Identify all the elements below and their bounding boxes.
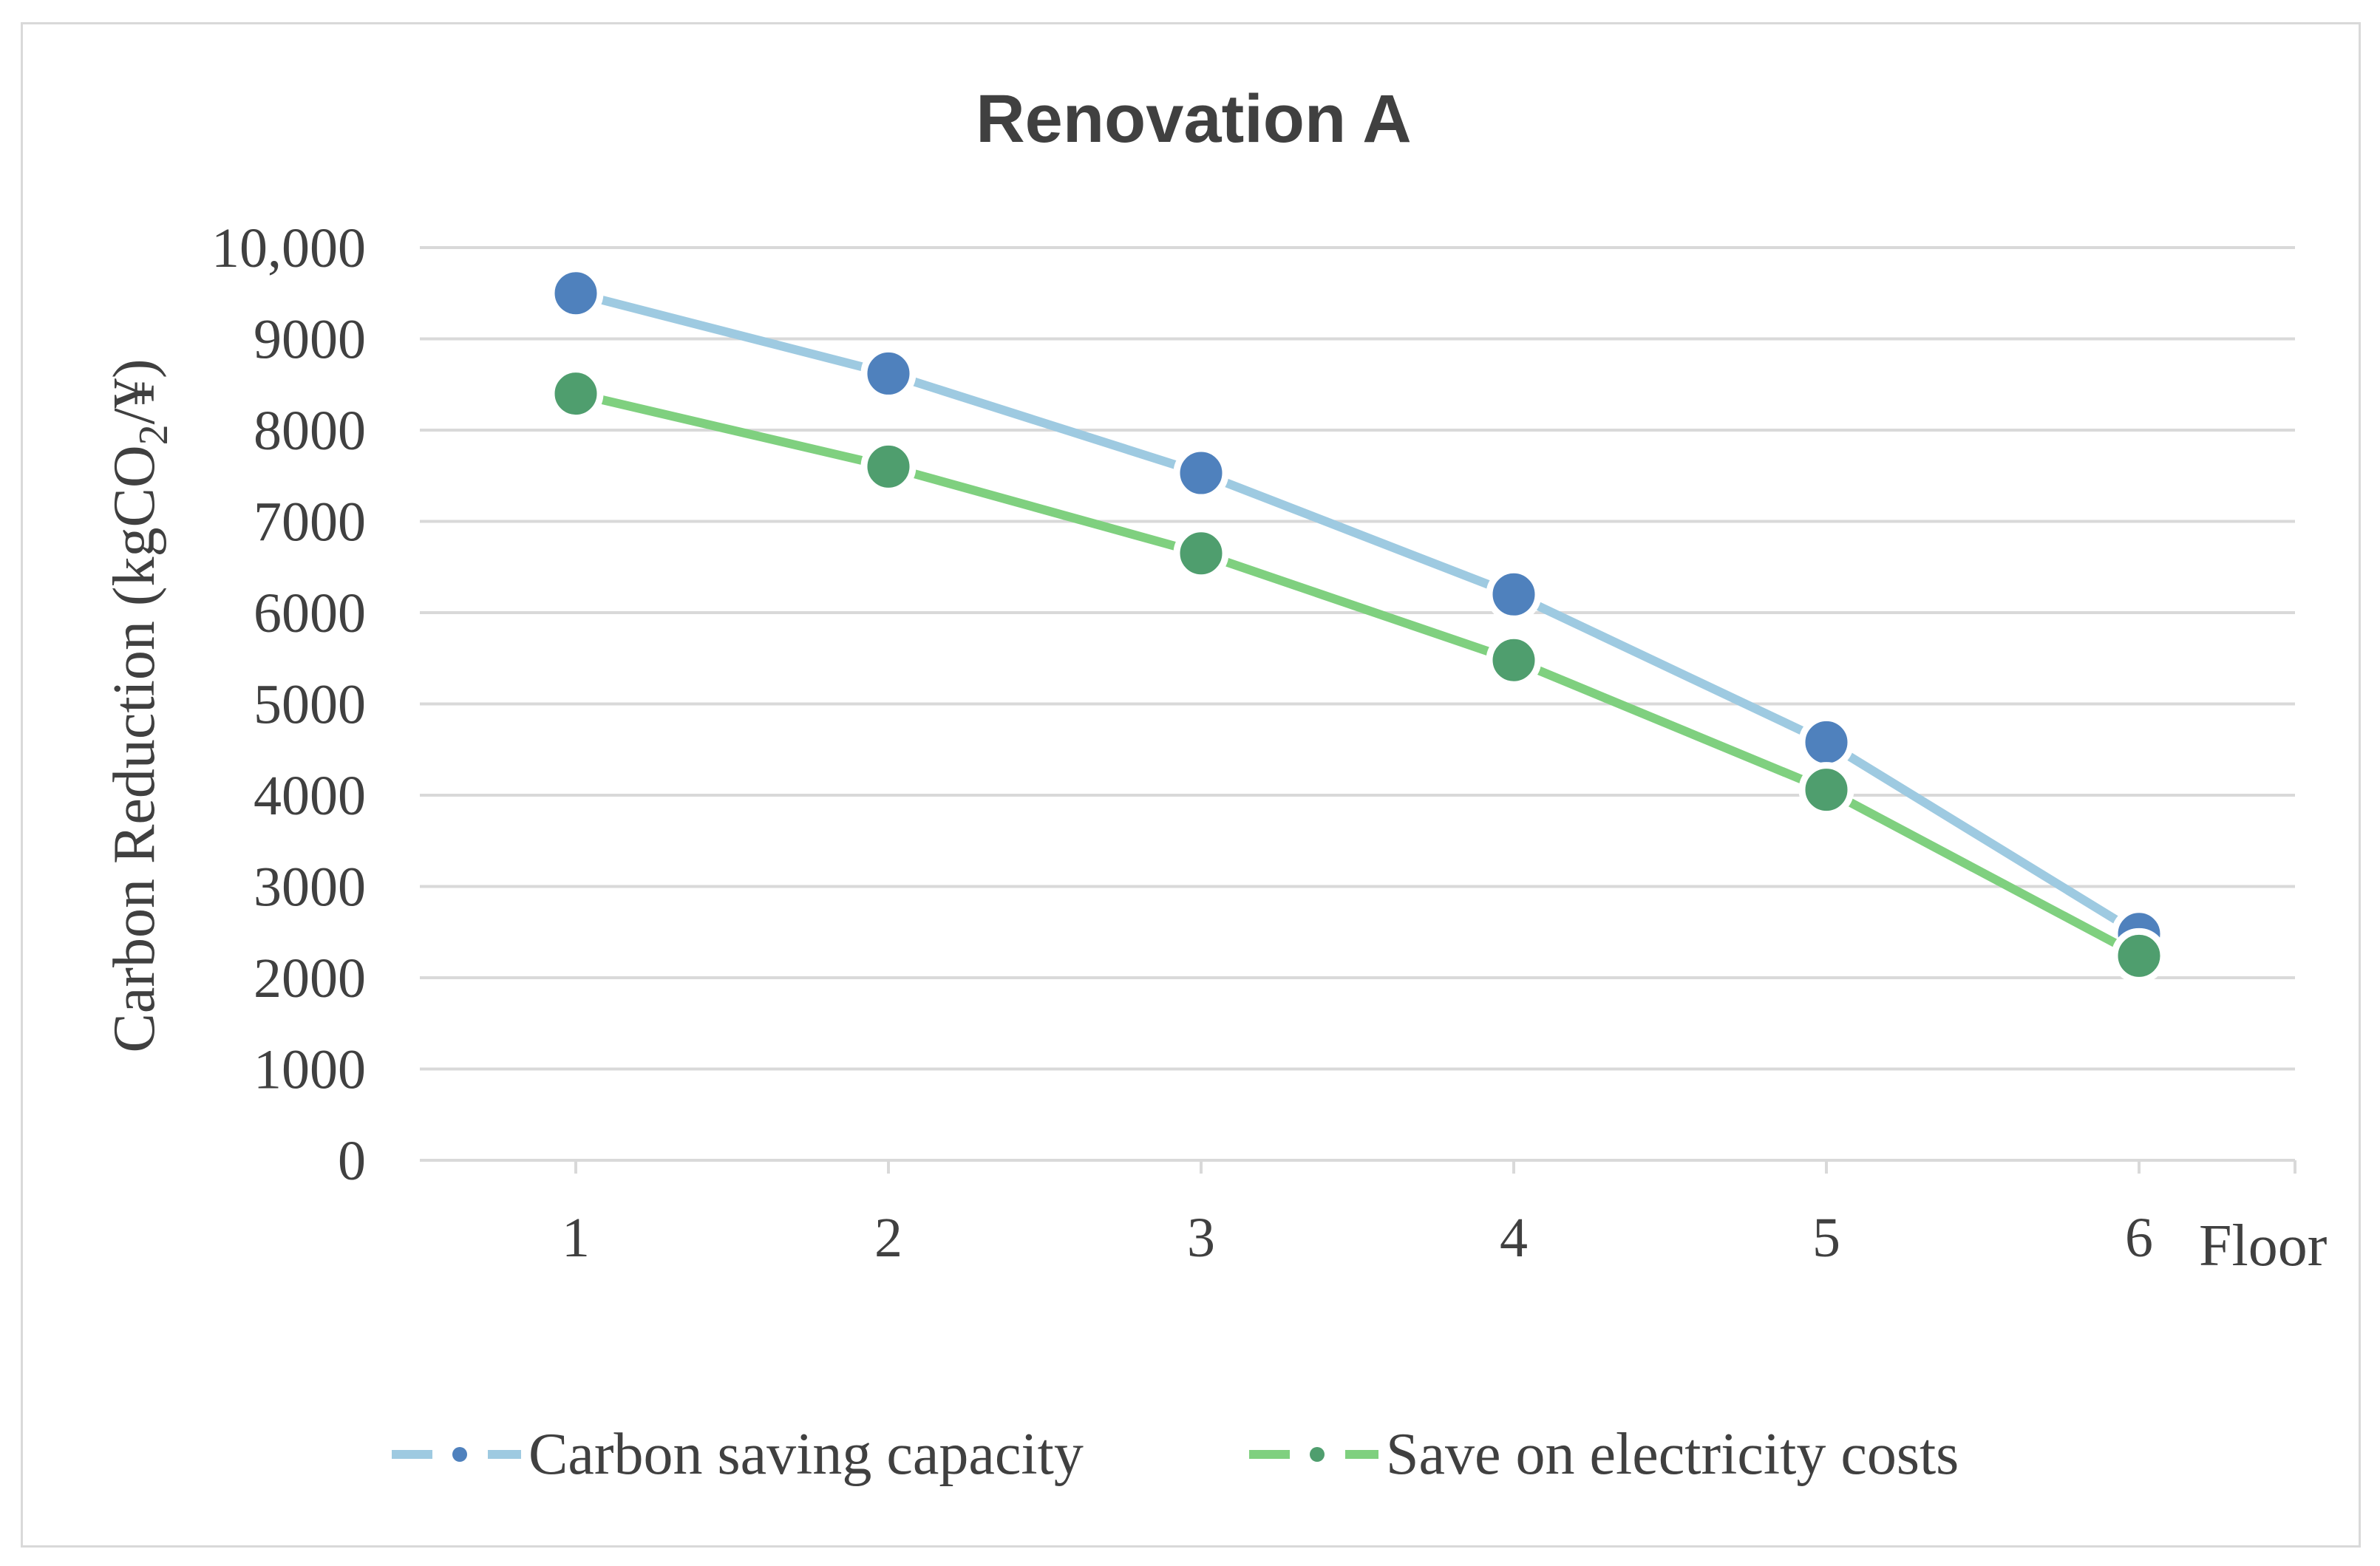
- data-point: [1486, 632, 1542, 688]
- x-axis-ticks: 1 2 3 4 5 6: [562, 1160, 2296, 1269]
- x-tick-label: 5: [1812, 1207, 1840, 1269]
- x-tick-label: 1: [562, 1207, 590, 1269]
- series-line: [571, 288, 2143, 939]
- y-tick-label: 3000: [254, 857, 366, 919]
- data-point: [1173, 525, 1229, 582]
- data-point: [1486, 566, 1542, 622]
- y-tick-label: 10,000: [211, 217, 366, 279]
- legend-marker-swatch: [452, 1447, 467, 1462]
- legend-item: Carbon saving capacity: [392, 1422, 1084, 1487]
- x-tick-label: 6: [2125, 1207, 2153, 1269]
- chart-frame: [21, 22, 2361, 1548]
- legend-label: Carbon saving capacity: [528, 1422, 1084, 1487]
- x-tick-label: 4: [1500, 1207, 1528, 1269]
- series-2: [548, 366, 2167, 984]
- y-axis-title-main: Carbon Reduction (kgCO: [102, 445, 167, 1052]
- x-axis-title: Floor: [2199, 1213, 2327, 1279]
- y-tick-label: 9000: [254, 309, 366, 371]
- chart-title: Renovation A: [976, 81, 1412, 157]
- data-point: [1173, 445, 1229, 501]
- data-point: [860, 438, 917, 494]
- legend-marker-swatch: [1310, 1447, 1325, 1462]
- x-tick-label: 3: [1187, 1207, 1215, 1269]
- legend-item: Save on electricity costs: [1249, 1422, 1959, 1487]
- gridlines: [420, 246, 2295, 1071]
- legend: Carbon saving capacity Save on electricit…: [392, 1422, 1959, 1487]
- y-tick-label: 4000: [254, 765, 366, 827]
- y-tick-label: 1000: [254, 1039, 366, 1101]
- data-point: [860, 345, 917, 401]
- data-point: [548, 265, 604, 321]
- y-tick-label: 5000: [254, 674, 366, 736]
- data-point: [2111, 927, 2167, 984]
- y-tick-label: 6000: [254, 582, 366, 644]
- y-tick-label: 7000: [254, 491, 366, 554]
- data-point: [548, 366, 604, 422]
- y-tick-label: 8000: [254, 400, 366, 462]
- y-axis-title-subscript: 2: [131, 424, 177, 445]
- x-tick-label: 2: [874, 1207, 902, 1269]
- y-tick-label: 2000: [254, 947, 366, 1010]
- series-1: [548, 265, 2167, 962]
- y-tick-label: 0: [338, 1130, 366, 1192]
- y-axis-title: Carbon Reduction (kgCO2/¥): [102, 359, 177, 1053]
- y-axis-title-suffix: /¥): [102, 359, 167, 425]
- y-axis-ticks: 0 1000 2000 3000 4000 5000 6000 7000 8000 9000 10,…: [211, 217, 366, 1192]
- series-line: [571, 389, 2143, 961]
- data-point: [1798, 714, 1854, 770]
- legend-label: Save on electricity costs: [1386, 1422, 1959, 1487]
- data-point: [1798, 762, 1854, 818]
- series: [548, 265, 2167, 984]
